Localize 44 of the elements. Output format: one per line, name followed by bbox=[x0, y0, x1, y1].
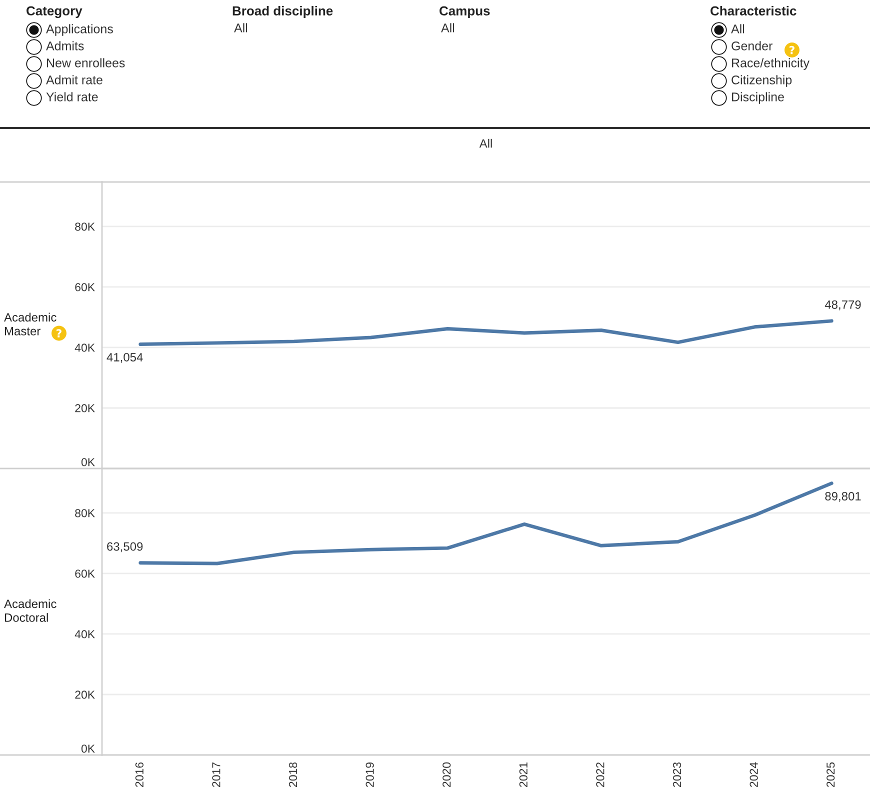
line-series bbox=[138, 319, 834, 346]
text: Race/ethnicity bbox=[732, 58, 810, 70]
y-tick-label: 0K bbox=[81, 744, 95, 753]
text: Admits bbox=[46, 41, 84, 50]
x-tick-label: 2018 bbox=[288, 762, 298, 787]
x-tick-label: 2021 bbox=[519, 762, 528, 787]
text: Gender bbox=[732, 41, 772, 50]
y-tick-label: 80K bbox=[75, 509, 95, 518]
y-tick-label: 0K bbox=[81, 458, 95, 466]
data-label: 41,054 bbox=[106, 352, 143, 363]
x-tick-label: 2019 bbox=[366, 762, 374, 787]
y-tick-label: 60K bbox=[75, 283, 95, 292]
text: All bbox=[731, 24, 744, 34]
text: Discipline bbox=[732, 92, 784, 104]
x-tick-label: 2024 bbox=[750, 762, 758, 787]
text: New enrollees bbox=[47, 58, 125, 68]
data-label: 48,779 bbox=[824, 300, 861, 310]
y-tick-label: 20K bbox=[75, 690, 95, 699]
y-axis-title: Academic Doctoral bbox=[4, 599, 56, 622]
text: Applications bbox=[46, 24, 113, 36]
text: All bbox=[441, 23, 454, 32]
y-axis-title: Academic Master bbox=[4, 312, 56, 336]
text: Admit rate bbox=[46, 75, 102, 84]
x-tick-label: 2016 bbox=[135, 762, 144, 787]
text: Characteristic bbox=[710, 6, 796, 16]
x-tick-label: 2020 bbox=[442, 762, 451, 787]
y-tick-label: 60K bbox=[75, 570, 95, 578]
text: Broad discipline bbox=[232, 6, 333, 18]
text: Campus bbox=[440, 6, 490, 18]
text: All bbox=[234, 23, 248, 32]
x-tick-label: 2025 bbox=[826, 762, 835, 787]
text: Yield rate bbox=[46, 92, 98, 102]
x-tick-label: 2017 bbox=[212, 762, 220, 787]
y-tick-label: 20K bbox=[75, 404, 95, 412]
y-tick-label: 40K bbox=[74, 344, 95, 352]
y-tick-label: 80K bbox=[75, 222, 95, 231]
text: Category bbox=[26, 6, 82, 18]
x-tick-label: 2023 bbox=[672, 762, 682, 787]
x-tick-label: 2022 bbox=[596, 762, 604, 787]
text: Citizenship bbox=[732, 75, 792, 87]
y-tick-label: 40K bbox=[74, 630, 95, 638]
chart-title: All bbox=[479, 138, 492, 148]
data-label: 63,509 bbox=[107, 542, 143, 552]
data-label: 89,801 bbox=[825, 492, 861, 502]
